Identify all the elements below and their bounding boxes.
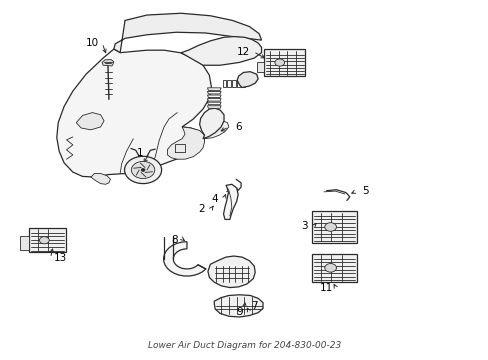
Text: 4: 4 (210, 194, 217, 204)
Text: 5: 5 (362, 186, 368, 197)
Polygon shape (204, 121, 228, 139)
Polygon shape (311, 211, 356, 243)
Polygon shape (181, 37, 261, 65)
Polygon shape (264, 49, 305, 76)
Polygon shape (311, 253, 356, 282)
Circle shape (324, 264, 336, 272)
Polygon shape (207, 88, 221, 90)
Polygon shape (57, 49, 211, 177)
Circle shape (324, 223, 336, 231)
Circle shape (131, 161, 155, 179)
Polygon shape (199, 108, 224, 139)
Polygon shape (207, 106, 221, 108)
Circle shape (141, 168, 145, 171)
Text: 13: 13 (54, 253, 67, 263)
Circle shape (124, 156, 161, 184)
Polygon shape (223, 184, 238, 220)
Polygon shape (222, 80, 225, 87)
Polygon shape (76, 113, 104, 130)
Text: 12: 12 (236, 46, 250, 57)
Polygon shape (167, 127, 204, 159)
Text: 3: 3 (301, 221, 307, 230)
Polygon shape (207, 91, 221, 94)
Polygon shape (227, 80, 230, 87)
Polygon shape (237, 72, 258, 87)
Polygon shape (91, 174, 110, 184)
Polygon shape (237, 80, 240, 87)
Circle shape (40, 237, 49, 244)
Polygon shape (29, 228, 65, 252)
Polygon shape (102, 59, 114, 66)
Polygon shape (207, 95, 221, 98)
Text: 11: 11 (319, 283, 332, 293)
Polygon shape (256, 62, 264, 72)
Circle shape (274, 59, 284, 66)
Polygon shape (214, 295, 263, 317)
Polygon shape (207, 256, 255, 288)
Polygon shape (207, 99, 221, 101)
Polygon shape (242, 80, 245, 87)
Text: 2: 2 (198, 204, 204, 214)
Text: 6: 6 (235, 122, 242, 132)
Text: 7: 7 (250, 301, 257, 311)
Polygon shape (232, 80, 235, 87)
Text: 8: 8 (171, 235, 177, 245)
Text: 10: 10 (85, 38, 99, 48)
Polygon shape (163, 242, 205, 276)
Text: Lower Air Duct Diagram for 204-830-00-23: Lower Air Duct Diagram for 204-830-00-23 (147, 341, 341, 350)
Text: 1: 1 (136, 148, 142, 158)
Text: 9: 9 (236, 307, 243, 317)
Polygon shape (114, 13, 261, 53)
Polygon shape (207, 102, 221, 105)
Polygon shape (20, 236, 29, 249)
